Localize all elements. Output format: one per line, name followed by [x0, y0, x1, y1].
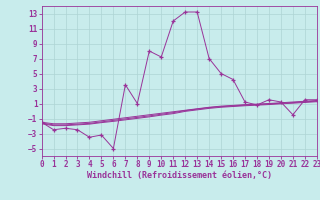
X-axis label: Windchill (Refroidissement éolien,°C): Windchill (Refroidissement éolien,°C) [87, 171, 272, 180]
